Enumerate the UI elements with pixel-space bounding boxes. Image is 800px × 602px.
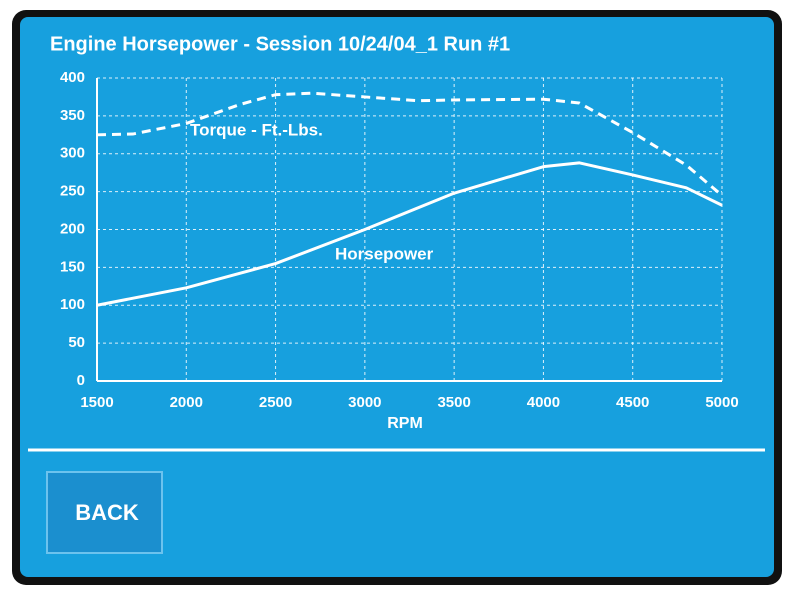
x-tick-label: 2500 xyxy=(259,394,292,411)
button-face[interactable] xyxy=(46,471,163,554)
x-tick-label: 4000 xyxy=(527,394,560,411)
x-axis-label: RPM xyxy=(387,415,423,432)
back-button[interactable]: BACK xyxy=(46,471,163,554)
y-tick-label: 100 xyxy=(60,296,85,313)
y-tick-label: 300 xyxy=(60,145,85,162)
series-label: Torque - Ft.-Lbs. xyxy=(190,120,323,139)
y-tick-label: 400 xyxy=(60,69,85,86)
series-line xyxy=(96,91,723,197)
y-tick-label: 150 xyxy=(60,258,85,275)
y-tick-label: 350 xyxy=(60,107,85,124)
x-tick-label: 5000 xyxy=(705,394,738,411)
chart-title: Engine Horsepower - Session 10/24/04_1 R… xyxy=(50,33,510,55)
x-tick-label: 3500 xyxy=(437,394,470,411)
series-line xyxy=(96,161,723,307)
x-tick-label: 4500 xyxy=(616,394,649,411)
x-tick-label: 2000 xyxy=(170,394,203,411)
button-label[interactable]: BACK xyxy=(75,500,139,525)
y-tick-label: 0 xyxy=(77,372,85,389)
panel xyxy=(20,17,774,577)
x-tick-label: 3000 xyxy=(348,394,381,411)
y-tick-label: 200 xyxy=(60,220,85,237)
x-tick-label: 1500 xyxy=(80,394,113,411)
series-label: Horsepower xyxy=(335,244,434,263)
y-tick-label: 50 xyxy=(68,334,85,351)
y-tick-label: 250 xyxy=(60,183,85,200)
